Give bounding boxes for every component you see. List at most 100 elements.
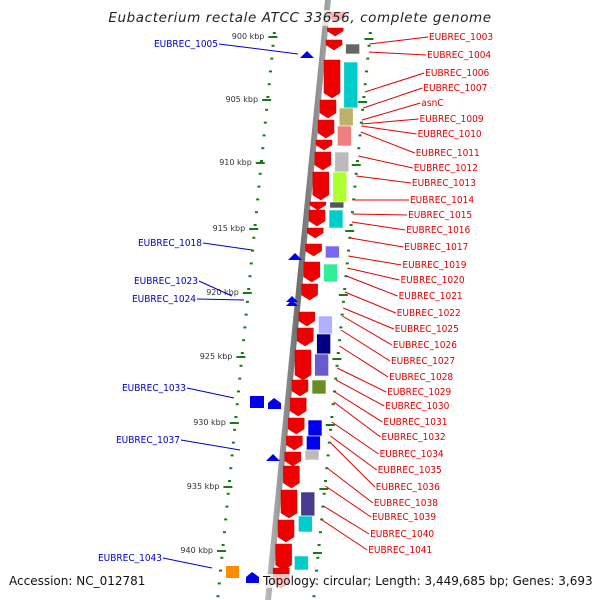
- forward-gene-arrow[interactable]: [305, 243, 322, 257]
- forward-gene-arrow[interactable]: [283, 465, 300, 489]
- tick-dot: [338, 339, 342, 342]
- reverse-gene-arrow[interactable]: [268, 398, 281, 409]
- gene-label[interactable]: EUBREC_1041: [368, 545, 432, 556]
- gene-label[interactable]: EUBREC_1011: [416, 148, 480, 159]
- gene-label[interactable]: EUBREC_1007: [423, 83, 487, 94]
- reverse-gene-arrow[interactable]: [246, 572, 259, 583]
- gene-label[interactable]: EUBREC_1022: [397, 308, 461, 319]
- forward-gene-arrow[interactable]: [301, 283, 318, 301]
- gene-label[interactable]: EUBREC_1021: [399, 291, 463, 302]
- gene-label[interactable]: EUBREC_1015: [408, 210, 472, 221]
- forward-gene-arrow[interactable]: [284, 451, 302, 467]
- gene-label[interactable]: EUBREC_1025: [395, 324, 459, 335]
- reverse-gene-box[interactable]: [226, 566, 239, 578]
- gene-box[interactable]: [300, 491, 316, 517]
- gene-label[interactable]: EUBREC_1006: [425, 68, 489, 79]
- gene-label[interactable]: EUBREC_1012: [414, 163, 478, 174]
- gene-box[interactable]: [325, 245, 340, 259]
- forward-gene-arrow[interactable]: [291, 379, 309, 397]
- gene-label[interactable]: EUBREC_1023: [134, 276, 198, 287]
- gene-label[interactable]: EUBREC_1018: [138, 238, 202, 249]
- forward-gene-arrow[interactable]: [306, 227, 324, 239]
- major-tick-mark: [358, 101, 368, 103]
- gene-label[interactable]: EUBREC_1030: [385, 401, 449, 412]
- forward-gene-arrow[interactable]: [296, 327, 314, 347]
- gene-label[interactable]: EUBREC_1037: [116, 435, 180, 446]
- gene-box[interactable]: [334, 151, 350, 173]
- forward-gene-arrow[interactable]: [323, 59, 341, 99]
- tick-dot: [366, 57, 370, 60]
- gene-box[interactable]: [329, 201, 345, 209]
- forward-gene-arrow[interactable]: [275, 543, 292, 571]
- gene-box[interactable]: [311, 379, 327, 395]
- gene-box[interactable]: [316, 333, 331, 355]
- gene-box[interactable]: [345, 43, 360, 55]
- forward-gene-arrow[interactable]: [303, 261, 321, 283]
- reverse-gene-box[interactable]: [250, 396, 264, 408]
- gene-label[interactable]: EUBREC_1009: [420, 114, 484, 125]
- gene-label[interactable]: EUBREC_1013: [412, 178, 476, 189]
- reverse-gene-arrow[interactable]: [266, 454, 280, 461]
- gene-box[interactable]: [343, 61, 359, 109]
- gene-box[interactable]: [307, 419, 323, 437]
- forward-gene-arrow[interactable]: [287, 417, 305, 435]
- reverse-gene-arrow[interactable]: [288, 253, 302, 260]
- gene-box[interactable]: [338, 107, 354, 127]
- forward-gene-arrow[interactable]: [326, 27, 344, 37]
- gene-label[interactable]: EUBREC_1040: [370, 529, 434, 540]
- forward-gene-arrow[interactable]: [314, 151, 332, 171]
- forward-gene-arrow[interactable]: [289, 397, 307, 417]
- gene-label[interactable]: EUBREC_1031: [383, 417, 447, 428]
- gene-label[interactable]: EUBREC_1028: [389, 372, 453, 383]
- gene-label[interactable]: EUBREC_1038: [374, 498, 438, 509]
- forward-gene-arrow[interactable]: [280, 489, 298, 519]
- gene-box[interactable]: [298, 515, 313, 533]
- gene-label[interactable]: EUBREC_1016: [406, 225, 470, 236]
- gene-label[interactable]: EUBREC_1034: [380, 449, 444, 460]
- gene-label[interactable]: EUBREC_1033: [122, 383, 186, 394]
- reverse-gene-arrow[interactable]: [286, 300, 298, 306]
- forward-gene-arrow[interactable]: [315, 139, 333, 151]
- forward-gene-arrow[interactable]: [312, 171, 330, 201]
- gene-label[interactable]: EUBREC_1017: [404, 242, 468, 253]
- gene-box[interactable]: [314, 353, 329, 377]
- gene-label[interactable]: EUBREC_1027: [391, 356, 455, 367]
- forward-gene-arrow[interactable]: [277, 519, 295, 543]
- gene-label[interactable]: EUBREC_1024: [132, 294, 196, 305]
- gene-label[interactable]: EUBREC_1014: [410, 195, 474, 206]
- gene-box[interactable]: [294, 555, 309, 571]
- gene-box[interactable]: [332, 171, 348, 203]
- forward-gene-arrow[interactable]: [298, 311, 316, 327]
- gene-label[interactable]: EUBREC_1039: [372, 512, 436, 523]
- gene-box[interactable]: [328, 209, 344, 229]
- forward-gene-arrow[interactable]: [286, 435, 303, 451]
- gene-label[interactable]: EUBREC_1032: [382, 432, 446, 443]
- gene-label[interactable]: EUBREC_1003: [429, 32, 493, 43]
- forward-gene-arrow[interactable]: [294, 349, 312, 381]
- gene-label[interactable]: asnC: [421, 98, 443, 109]
- forward-gene-arrow[interactable]: [308, 209, 326, 227]
- reverse-gene-arrow[interactable]: [300, 51, 314, 58]
- gene-label[interactable]: EUBREC_1029: [387, 387, 451, 398]
- forward-gene-arrow[interactable]: [309, 201, 327, 211]
- reverse-gene-arrow[interactable]: [286, 296, 298, 302]
- gene-label[interactable]: EUBREC_1004: [427, 50, 491, 61]
- gene-box[interactable]: [323, 263, 338, 283]
- gene-label[interactable]: EUBREC_1043: [98, 553, 162, 564]
- gene-box[interactable]: [306, 435, 321, 451]
- forward-gene-arrow[interactable]: [319, 99, 337, 119]
- gene-box[interactable]: [304, 449, 320, 461]
- gene-label[interactable]: EUBREC_1020: [401, 275, 465, 286]
- gene-label[interactable]: EUBREC_1036: [376, 482, 440, 493]
- gene-label[interactable]: EUBREC_1026: [393, 340, 457, 351]
- forward-gene-arrow[interactable]: [325, 39, 343, 51]
- forward-gene-arrow[interactable]: [317, 119, 335, 139]
- gene-label[interactable]: EUBREC_1010: [418, 129, 482, 140]
- gene-box[interactable]: [337, 125, 352, 147]
- gene-label[interactable]: EUBREC_1019: [402, 260, 466, 271]
- gene-label[interactable]: EUBREC_1005: [154, 39, 218, 50]
- tick-dot: [318, 531, 322, 534]
- gene-box[interactable]: [318, 315, 333, 335]
- tick-dot: [225, 505, 229, 508]
- gene-label[interactable]: EUBREC_1035: [378, 465, 442, 476]
